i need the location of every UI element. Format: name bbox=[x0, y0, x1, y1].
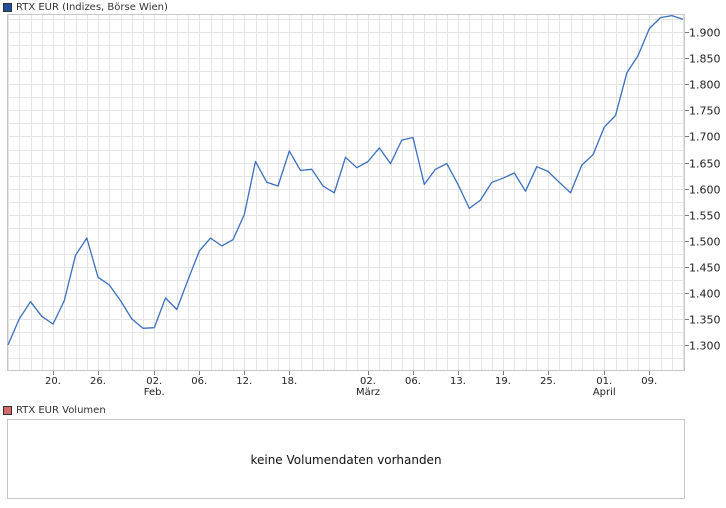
y-tick-label: 1.500 bbox=[689, 236, 721, 249]
x-tick-label: 06. bbox=[405, 376, 421, 387]
price-legend-swatch bbox=[3, 2, 12, 12]
y-tick-label: 1.650 bbox=[689, 158, 721, 171]
x-tick-label: 26. bbox=[90, 376, 106, 387]
y-tick-label: 1.300 bbox=[689, 340, 721, 353]
x-month-label: April bbox=[593, 387, 616, 398]
plot-frame bbox=[7, 14, 685, 371]
y-tick-label: 1.900 bbox=[689, 27, 721, 40]
y-tick-label: 1.850 bbox=[689, 53, 721, 66]
y-tick-label: 1.750 bbox=[689, 105, 721, 118]
x-month-label: Feb. bbox=[144, 387, 165, 398]
x-tick-label: 20. bbox=[45, 376, 61, 387]
x-tick-label: 01. bbox=[596, 376, 612, 387]
price-legend-label: RTX EUR (Indizes, Börse Wien) bbox=[16, 1, 168, 13]
x-tick-label: 18. bbox=[281, 376, 297, 387]
volume-legend-label: RTX EUR Volumen bbox=[16, 404, 106, 416]
y-tick-label: 1.800 bbox=[689, 79, 721, 92]
x-tick-label: 25. bbox=[540, 376, 556, 387]
volume-empty-message: keine Volumendaten vorhanden bbox=[250, 453, 442, 467]
x-tick-label: 19. bbox=[495, 376, 511, 387]
y-tick-label: 1.400 bbox=[689, 288, 721, 301]
x-tick-label: 02. bbox=[146, 376, 162, 387]
volume-panel: keine Volumendaten vorhanden bbox=[7, 419, 685, 499]
y-tick-label: 1.700 bbox=[689, 131, 721, 144]
price-legend: RTX EUR (Indizes, Börse Wien) bbox=[3, 0, 168, 14]
price-chart: 1.300 1.350 1.400 1.450 1.500 1.550 1.600 1.650… bbox=[7, 14, 721, 398]
volume-legend: RTX EUR Volumen bbox=[3, 403, 106, 417]
x-tick-label: 12. bbox=[236, 376, 252, 387]
x-tick-label: 09. bbox=[641, 376, 657, 387]
y-tick-label: 1.550 bbox=[689, 210, 721, 223]
y-tick-label: 1.350 bbox=[689, 314, 721, 327]
x-month-label: März bbox=[356, 387, 380, 398]
y-tick-label: 1.600 bbox=[689, 184, 721, 197]
x-tick-label: 06. bbox=[191, 376, 207, 387]
x-tick-label: 13. bbox=[450, 376, 466, 387]
price-line bbox=[7, 14, 684, 346]
x-tick-label: 02. bbox=[360, 376, 376, 387]
y-tick-label: 1.450 bbox=[689, 262, 721, 275]
volume-legend-swatch bbox=[3, 405, 12, 415]
